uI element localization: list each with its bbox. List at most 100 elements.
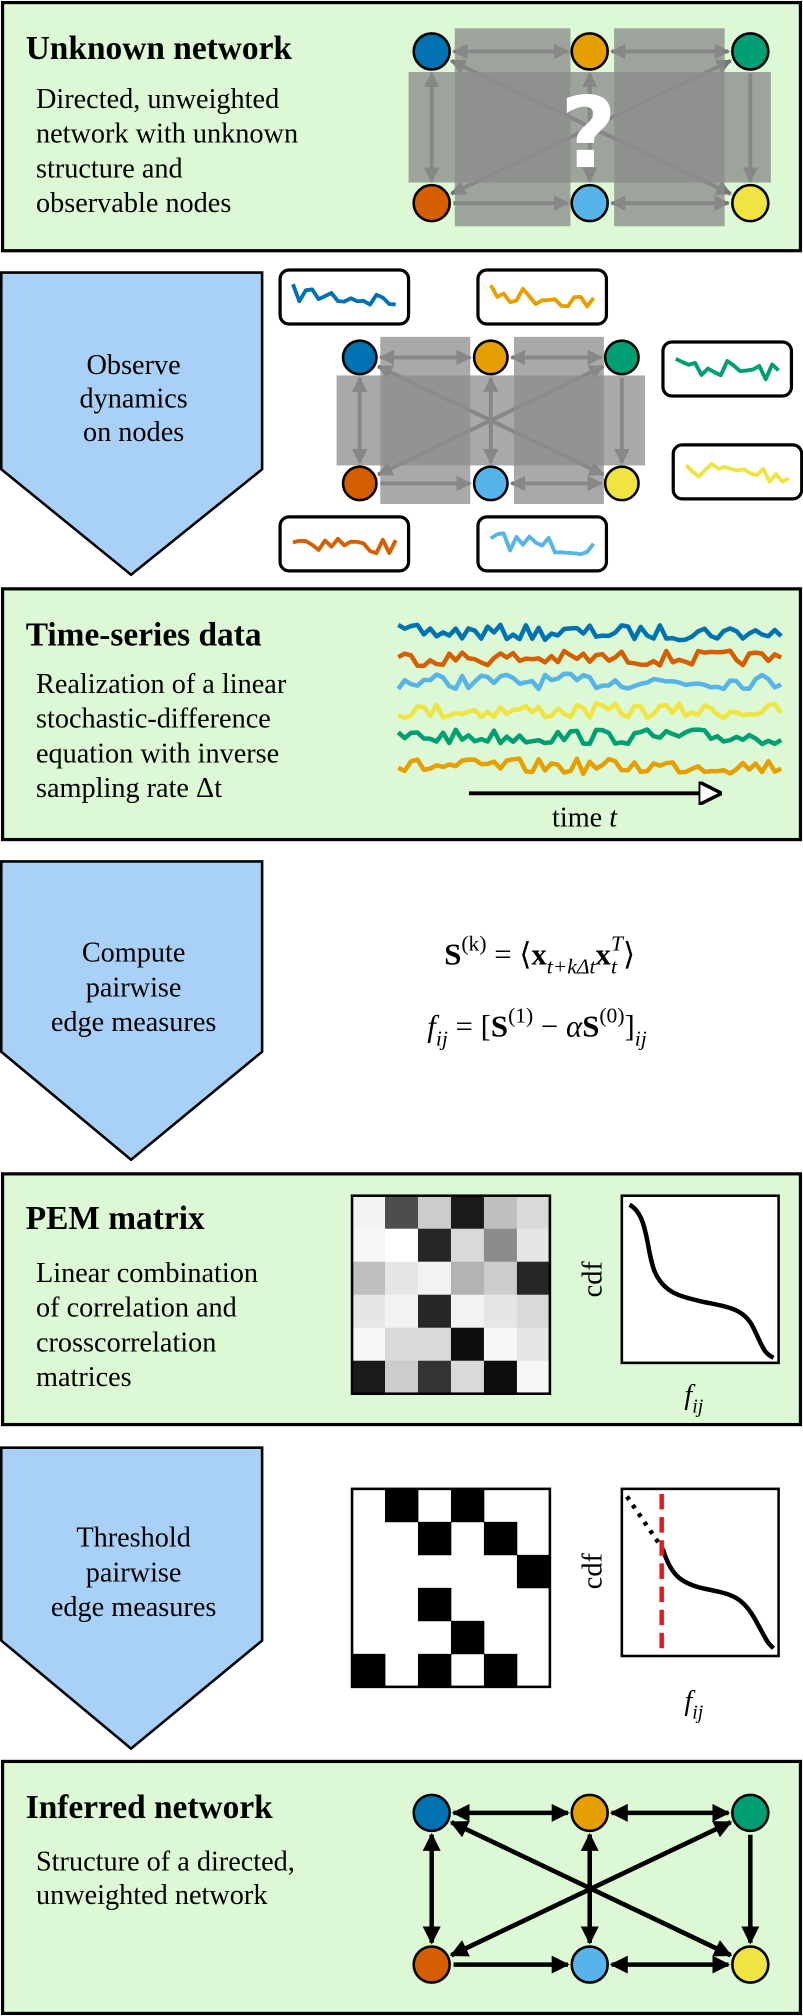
matrix-cell bbox=[483, 1360, 518, 1395]
step-label: Threshold bbox=[76, 1523, 191, 1554]
matrix-cell bbox=[417, 1261, 452, 1296]
trace bbox=[397, 756, 783, 777]
matrix-cell bbox=[417, 1228, 452, 1263]
math-part: S bbox=[491, 1009, 508, 1043]
math-part: ij bbox=[635, 1027, 647, 1051]
matrix-cell bbox=[385, 1488, 419, 1523]
step-label: edge measures bbox=[51, 1007, 217, 1038]
trace bbox=[489, 531, 596, 557]
matrix-cell bbox=[516, 1195, 551, 1230]
matrix-cell bbox=[450, 1620, 485, 1655]
description: sampling rate Δt bbox=[36, 773, 222, 804]
matrix-cell bbox=[385, 1261, 419, 1296]
math-part: (k) bbox=[461, 931, 486, 955]
matrix-cell bbox=[352, 1327, 386, 1362]
node bbox=[412, 32, 451, 71]
node bbox=[412, 1945, 451, 1984]
matrix-cell bbox=[385, 1327, 419, 1362]
math-part: ij bbox=[692, 1701, 703, 1723]
math-part: S bbox=[444, 937, 461, 971]
node bbox=[412, 1793, 451, 1833]
node bbox=[570, 1793, 609, 1833]
description: matrices bbox=[36, 1362, 132, 1393]
trace bbox=[396, 671, 783, 692]
math-part: f bbox=[684, 1380, 696, 1411]
matrix-cell bbox=[483, 1228, 518, 1263]
step-label: Compute bbox=[82, 938, 186, 969]
step-arrow bbox=[0, 860, 264, 1162]
node bbox=[472, 465, 509, 502]
math-part: f bbox=[684, 1686, 696, 1717]
panel-title: PEM matrix bbox=[26, 1200, 205, 1237]
description: Directed, unweighted bbox=[36, 84, 279, 115]
matrix-cell bbox=[516, 1261, 551, 1296]
math-part: t+kΔt bbox=[547, 955, 597, 979]
matrix-cell bbox=[450, 1195, 485, 1230]
trace bbox=[292, 536, 398, 556]
step-label: pairwise bbox=[86, 1557, 182, 1588]
trace bbox=[489, 284, 596, 309]
matrix-cell bbox=[417, 1360, 452, 1395]
trace bbox=[684, 461, 790, 484]
matrix-cell bbox=[352, 1195, 386, 1230]
math-part: − bbox=[533, 1009, 566, 1043]
matrix-cell bbox=[516, 1360, 551, 1395]
step-arrow bbox=[0, 1446, 264, 1751]
math-part: = ⟨ bbox=[487, 937, 532, 971]
mask bbox=[454, 28, 571, 227]
matrix-cell bbox=[483, 1653, 518, 1688]
matrix-cell bbox=[516, 1228, 551, 1263]
node bbox=[731, 1793, 770, 1833]
cdf-curve bbox=[660, 1548, 776, 1650]
matrix-frame bbox=[350, 1487, 552, 1689]
matrix-cell bbox=[450, 1360, 485, 1395]
plot-frame bbox=[620, 1194, 780, 1365]
matrix-cell bbox=[417, 1587, 452, 1622]
matrix-cell bbox=[385, 1228, 419, 1263]
matrix-cell bbox=[516, 1294, 551, 1329]
node bbox=[570, 1945, 609, 1984]
step-label: on nodes bbox=[83, 417, 184, 448]
mask bbox=[614, 28, 725, 227]
overlay-mark: ? bbox=[560, 77, 617, 191]
matrix-cell bbox=[417, 1327, 452, 1362]
node bbox=[570, 32, 609, 71]
mask bbox=[513, 336, 604, 504]
description: unweighted network bbox=[36, 1880, 268, 1911]
matrix-cell bbox=[417, 1294, 452, 1329]
matrix-cell bbox=[352, 1360, 386, 1395]
math-text: fij bbox=[684, 1380, 703, 1417]
step-label: edge measures bbox=[51, 1592, 217, 1623]
math-part: time bbox=[552, 803, 609, 834]
description: equation with inverse bbox=[36, 738, 279, 769]
node bbox=[603, 465, 640, 502]
matrix-cell bbox=[352, 1261, 386, 1296]
mask bbox=[380, 336, 471, 504]
matrix-cell bbox=[483, 1195, 518, 1230]
description: of correlation and bbox=[36, 1293, 237, 1324]
node bbox=[731, 32, 770, 71]
matrix-cell bbox=[450, 1228, 485, 1263]
math-part: ⟩ bbox=[623, 937, 635, 971]
trace-box bbox=[278, 268, 411, 326]
matrix-cell bbox=[450, 1261, 485, 1296]
plot-frame bbox=[620, 1487, 780, 1658]
matrix-cell bbox=[483, 1521, 518, 1556]
node bbox=[341, 465, 378, 502]
trace bbox=[397, 648, 783, 669]
node bbox=[412, 183, 451, 223]
math-text: S(k) = ⟨xt+kΔtxtT⟩ bbox=[444, 931, 635, 978]
cdf-dotted bbox=[625, 1495, 665, 1551]
description: network with unknown bbox=[36, 119, 298, 150]
description: Realization of a linear bbox=[36, 669, 287, 700]
description: crosscorrelation bbox=[36, 1327, 216, 1358]
description: Linear combination bbox=[36, 1258, 258, 1289]
math-part: (1) bbox=[508, 1003, 533, 1027]
trace bbox=[291, 283, 396, 307]
description: observable nodes bbox=[36, 188, 231, 219]
matrix-cell bbox=[516, 1327, 551, 1362]
cdf-curve bbox=[628, 1202, 775, 1360]
matrix-cell bbox=[352, 1653, 386, 1688]
matrix-cell bbox=[450, 1488, 485, 1523]
